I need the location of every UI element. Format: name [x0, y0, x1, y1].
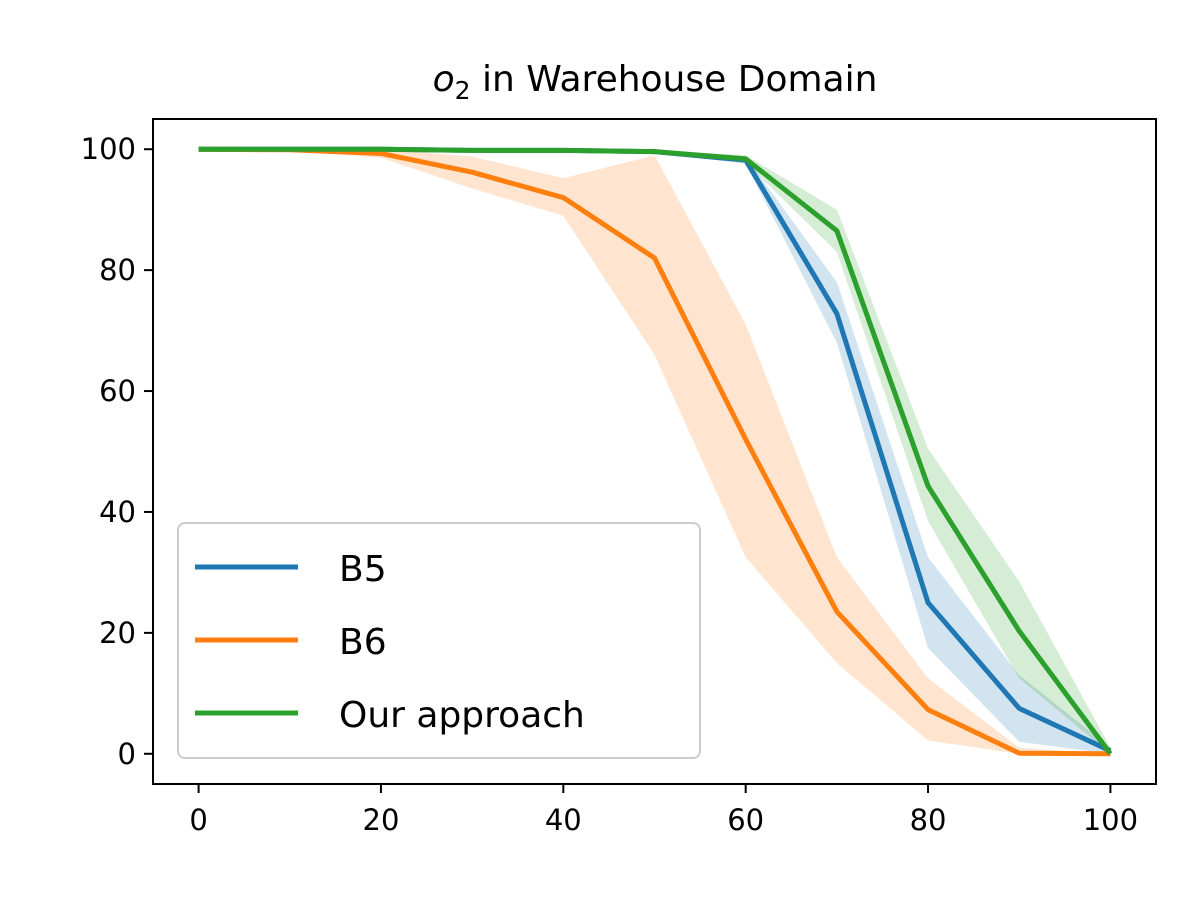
band-b6	[198, 149, 1111, 754]
x-axis: 0 20 40 60 80 100	[189, 784, 1138, 837]
y-tick-label: 60	[99, 374, 136, 408]
line-our-approach	[198, 146, 1113, 756]
y-tick-label: 20	[99, 616, 136, 650]
chart-title: o2 in Warehouse Domain	[433, 59, 878, 105]
plot-area-frame	[152, 118, 1157, 785]
series-lines	[198, 146, 1113, 757]
y-tick-label: 0	[118, 737, 136, 771]
x-tick-label: 80	[910, 803, 947, 837]
confidence-bands	[198, 149, 1111, 754]
legend-label-our-approach: Our approach	[339, 695, 585, 736]
legend-label-b6: B6	[339, 622, 387, 663]
legend-label-b5: B5	[339, 549, 387, 590]
y-axis: 0 20 40 60 80 100	[81, 132, 153, 771]
line-b6	[198, 146, 1111, 757]
x-tick-label: 40	[545, 803, 582, 837]
y-tick-label: 80	[99, 253, 136, 287]
band-our-approach	[198, 149, 1111, 754]
x-tick-label: 100	[1083, 803, 1138, 837]
x-tick-label: 20	[363, 803, 400, 837]
y-tick-label: 100	[81, 132, 136, 166]
band-b5	[198, 149, 1111, 754]
x-tick-label: 60	[727, 803, 764, 837]
x-tick-label: 0	[189, 803, 207, 837]
y-tick-label: 40	[99, 495, 136, 529]
legend-box	[177, 522, 701, 759]
legend: B5 B6 Our approach	[177, 522, 701, 759]
